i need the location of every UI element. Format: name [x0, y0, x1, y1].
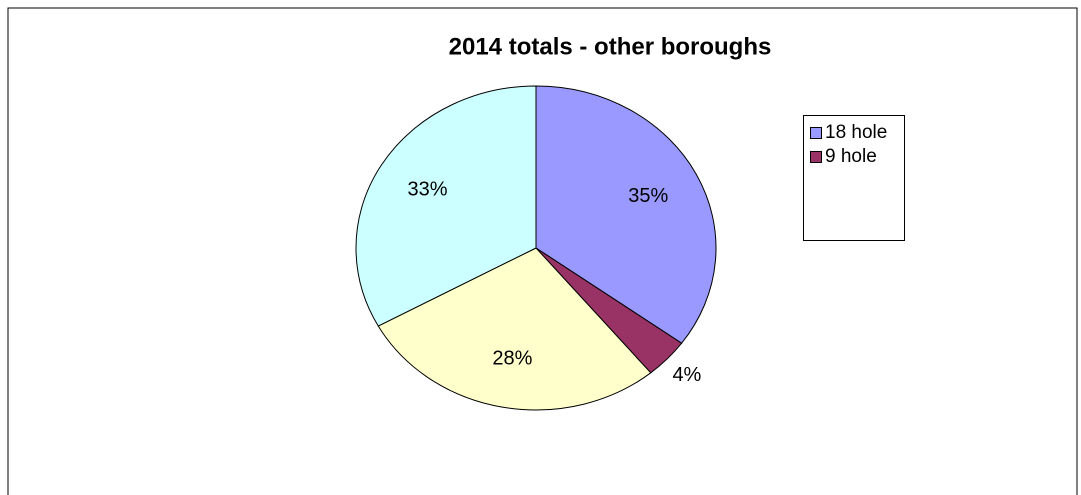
pie-slice [377, 247, 652, 411]
legend-label: 9 hole [825, 146, 877, 167]
data-label: 35% [628, 185, 668, 207]
data-label: 28% [492, 348, 532, 370]
legend: 18 hole 9 hole [803, 115, 905, 241]
legend-entry: 9 hole [808, 146, 900, 168]
legend-entry: 18 hole [808, 122, 900, 144]
pie-slice [535, 85, 717, 344]
pie-slice [355, 85, 537, 327]
legend-swatch [810, 127, 822, 139]
legend-label: 18 hole [825, 122, 888, 143]
data-label: 33% [408, 179, 448, 201]
data-label: 4% [672, 364, 701, 386]
chart-title: 2014 totals - other boroughs [449, 33, 772, 60]
legend-swatch [810, 151, 822, 163]
